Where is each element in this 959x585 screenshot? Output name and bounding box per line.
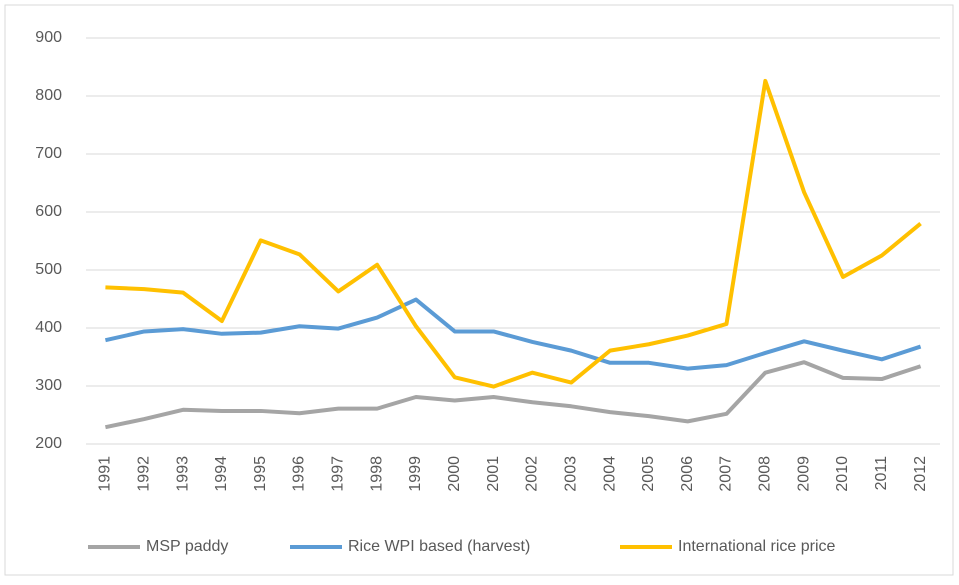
y-tick-label: 300 (35, 377, 62, 394)
legend-label: Rice WPI based (harvest) (348, 538, 530, 555)
x-tick-label: 1991 (97, 456, 114, 492)
x-tick-label: 2007 (718, 456, 735, 492)
x-tick-label: 2006 (679, 456, 696, 492)
x-tick-label: 2000 (446, 456, 463, 492)
series-line (105, 78, 922, 389)
x-tick-label: 1993 (174, 456, 191, 492)
y-tick-label: 800 (35, 87, 62, 104)
x-tick-label: 2001 (485, 456, 502, 492)
y-tick-label: 700 (35, 145, 62, 162)
x-tick-label: 1997 (330, 456, 347, 492)
y-tick-label: 200 (35, 435, 62, 452)
x-tick-label: 2012 (912, 456, 929, 492)
x-tick-label: 2003 (562, 456, 579, 492)
x-tick-label: 2010 (834, 456, 851, 492)
x-tick-label: 2008 (757, 456, 774, 492)
x-tick-label: 1995 (252, 456, 269, 492)
y-tick-label: 400 (35, 319, 62, 336)
y-tick-label: 900 (35, 29, 62, 46)
x-tick-label: 1994 (213, 456, 230, 492)
series-line (104, 360, 922, 430)
y-tick-label: 600 (35, 203, 62, 220)
y-tick-label: 500 (35, 261, 62, 278)
x-tick-label: 1998 (368, 456, 385, 492)
x-tick-label: 1996 (291, 456, 308, 492)
x-tick-label: 2004 (601, 456, 618, 492)
x-tick-label: 2002 (524, 456, 541, 492)
legend-label: International rice price (678, 538, 836, 555)
series-line (104, 297, 922, 371)
chart-border (4, 4, 954, 576)
x-tick-label: 2005 (640, 456, 657, 492)
x-tick-label: 1999 (407, 456, 424, 492)
x-tick-label: 2009 (795, 456, 812, 492)
x-tick-label: 2011 (873, 456, 890, 491)
legend-label: MSP paddy (146, 538, 228, 555)
x-tick-label: 1992 (135, 456, 152, 492)
